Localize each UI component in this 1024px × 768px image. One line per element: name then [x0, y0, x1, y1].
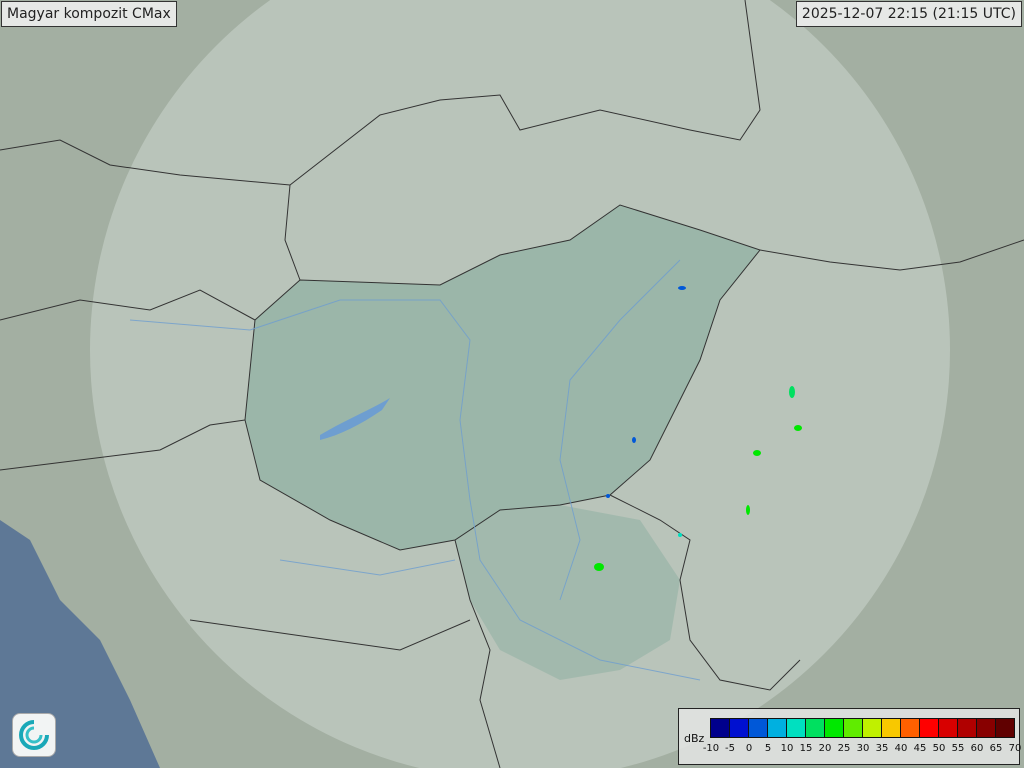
color-cell	[901, 719, 920, 737]
tick-label: 25	[837, 743, 851, 754]
echo	[632, 437, 636, 443]
echo	[594, 563, 604, 571]
echo	[746, 505, 750, 515]
product-title: Magyar kompozit CMax	[1, 1, 177, 27]
tick-label: 0	[745, 743, 753, 754]
tick-label: 40	[894, 743, 908, 754]
tick-label: 20	[818, 743, 832, 754]
tick-label: 35	[875, 743, 889, 754]
rivers	[129, 259, 701, 681]
tick-label: 15	[799, 743, 813, 754]
color-cell	[977, 719, 996, 737]
color-cell	[939, 719, 958, 737]
echo	[678, 533, 682, 537]
color-cell	[730, 719, 749, 737]
tick-label: 50	[932, 743, 946, 754]
color-cell	[863, 719, 882, 737]
tick-label: -10	[702, 743, 720, 754]
tick-label: 30	[856, 743, 870, 754]
tick-label: 10	[780, 743, 794, 754]
tick-label: 60	[970, 743, 984, 754]
timestamp: 2025-12-07 22:15 (21:15 UTC)	[795, 1, 1022, 27]
tick-label: 45	[913, 743, 927, 754]
legend-unit: dBz	[684, 732, 705, 745]
radar-echoes	[594, 286, 802, 571]
hungary-region	[245, 205, 760, 550]
color-cell	[882, 719, 901, 737]
echo	[678, 286, 686, 290]
echo	[794, 425, 802, 431]
echo	[789, 386, 795, 398]
tick-label: 55	[951, 743, 965, 754]
color-cell	[996, 719, 1014, 737]
color-cell	[806, 719, 825, 737]
dbz-legend: dBz -10 -5 0 5 10 15 20 25 30 35 40 45 50 55 60 65 70	[678, 708, 1022, 765]
echo	[606, 494, 610, 498]
swirl-logo-icon	[19, 720, 49, 750]
color-cell	[787, 719, 806, 737]
color-cell	[958, 719, 977, 737]
echo	[753, 450, 761, 456]
color-cell	[844, 719, 863, 737]
color-cell	[920, 719, 939, 737]
color-cell	[711, 719, 730, 737]
color-scale	[710, 718, 1015, 738]
legend-ticks: -10 -5 0 5 10 15 20 25 30 35 40 45 50 55 60 65 70	[701, 743, 1022, 757]
tick-label: 65	[989, 743, 1003, 754]
vojvodina-region	[455, 505, 680, 680]
met-service-logo	[12, 713, 56, 757]
tick-label: -5	[725, 743, 735, 754]
color-cell	[825, 719, 844, 737]
tick-label: 5	[764, 743, 772, 754]
color-cell	[749, 719, 768, 737]
tick-label: 70	[1008, 743, 1022, 754]
lake-balaton	[320, 398, 390, 440]
adriatic-sea	[0, 520, 160, 768]
color-cell	[768, 719, 787, 737]
